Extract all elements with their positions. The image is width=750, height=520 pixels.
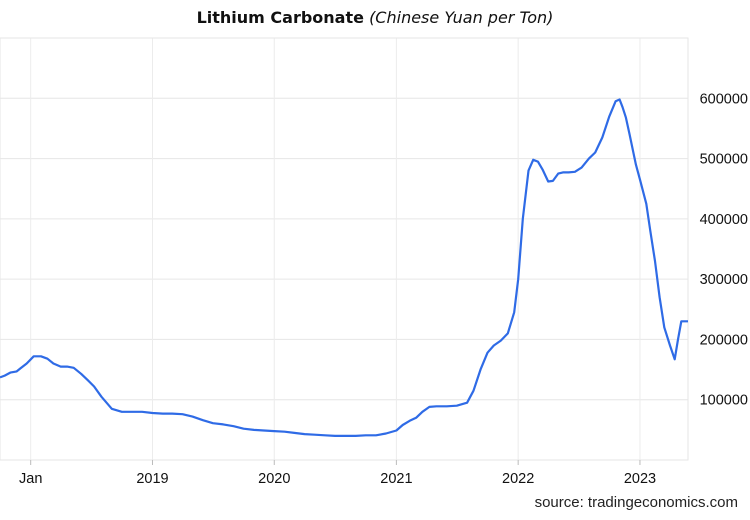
- x-tick-label: 2020: [258, 471, 290, 487]
- chart-subtitle: (Chinese Yuan per Ton): [369, 8, 554, 27]
- y-tick-label: 200000: [700, 332, 748, 348]
- chart-title-main: Lithium Carbonate: [196, 8, 364, 27]
- y-tick-label: 300000: [700, 272, 748, 288]
- y-tick-label: 100000: [700, 393, 748, 409]
- y-tick-label: 500000: [700, 152, 748, 168]
- x-tick-label: Jan: [19, 471, 42, 487]
- gridlines: [0, 38, 688, 460]
- y-tick-label: 400000: [700, 212, 748, 228]
- plot-frame: [0, 37, 689, 461]
- y-tick-label: 600000: [700, 91, 748, 107]
- x-tick-label: 2021: [380, 471, 412, 487]
- y-axis: 100000 200000 300000 400000 500000 600000: [700, 91, 748, 408]
- series-line: [0, 98, 688, 437]
- x-tick-label: 2022: [502, 471, 534, 487]
- x-tick-label: 2019: [136, 471, 168, 487]
- source-credit: source: tradingeconomics.com: [534, 494, 738, 511]
- x-axis: Jan 2019 2020 2021 2022 2023: [19, 460, 656, 487]
- x-tick-label: 2023: [624, 471, 656, 487]
- chart-title: Lithium Carbonate (Chinese Yuan per Ton): [0, 8, 750, 27]
